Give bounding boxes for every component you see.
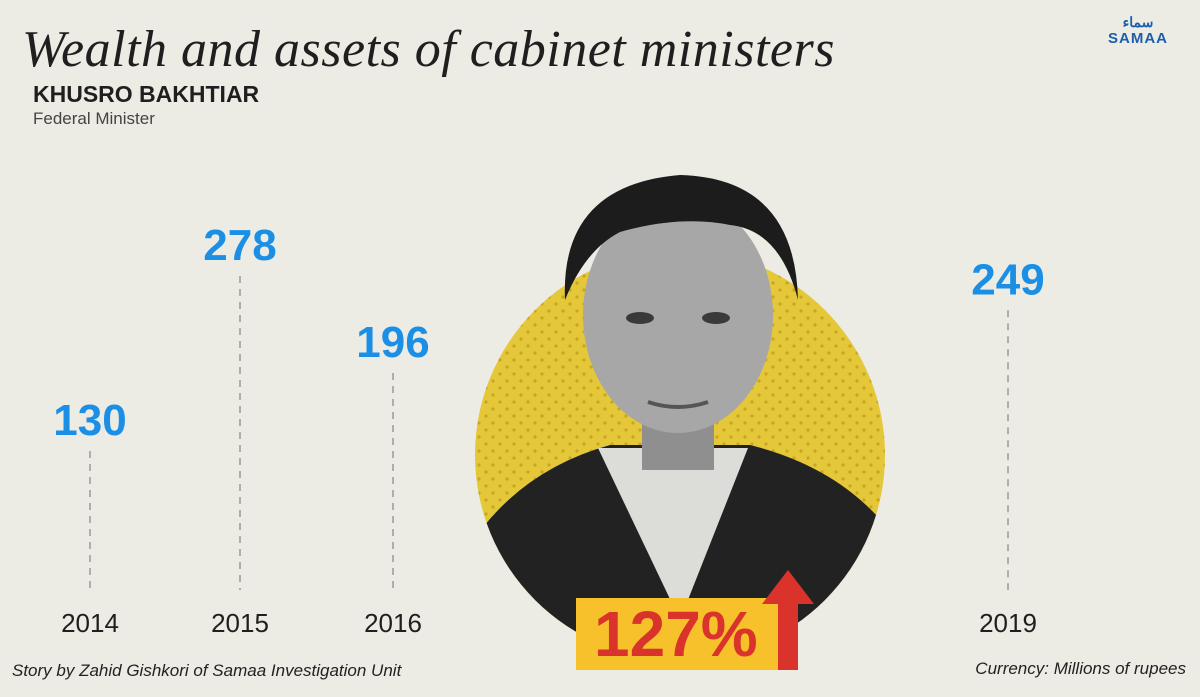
chart-title: Wealth and assets of cabinet ministers — [22, 21, 835, 78]
growth-percent: 127% — [594, 598, 758, 670]
logo-text: SAMAA — [1108, 30, 1168, 47]
samaa-logo: سماء SAMAA — [1098, 14, 1178, 48]
year-label: 2019 — [979, 608, 1037, 638]
portrait-hair — [564, 175, 798, 300]
growth-badge — [576, 598, 787, 670]
value-label: 278 — [203, 221, 276, 270]
portrait-face — [583, 197, 773, 433]
portrait-shirt — [598, 448, 748, 620]
logo-script: سماء — [1122, 14, 1154, 30]
year-label: 2016 — [364, 608, 422, 638]
portrait-eye-left — [626, 312, 654, 324]
value-label: 196 — [356, 318, 429, 367]
year-label: 2015 — [211, 608, 269, 638]
up-arrow-icon — [762, 570, 814, 670]
minister-role: Federal Minister — [33, 109, 155, 128]
value-label: 249 — [971, 255, 1044, 304]
portrait-mouth — [647, 400, 709, 409]
chart-marks: 130 2014 278 2015 196 2016 249 2019 — [53, 221, 1044, 638]
portrait-eye-right — [702, 312, 730, 324]
portrait — [475, 175, 885, 660]
value-label: 130 — [53, 396, 126, 445]
story-credit: Story by Zahid Gishkori of Samaa Investi… — [12, 661, 402, 680]
year-label: 2014 — [61, 608, 119, 638]
currency-note: Currency: Millions of rupees — [975, 659, 1186, 678]
minister-name: KHUSRO BAKHTIAR — [33, 81, 260, 107]
